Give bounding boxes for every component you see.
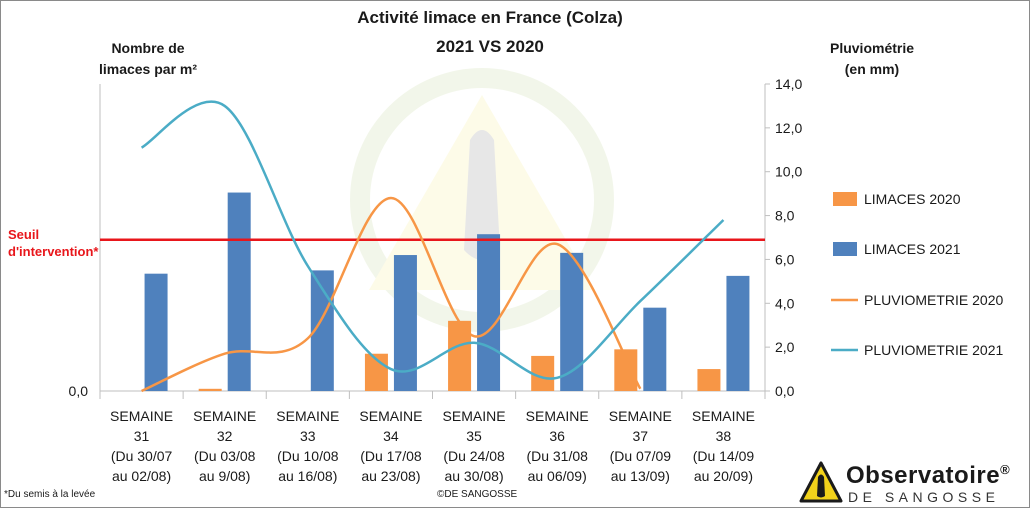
category-label-line: 31 bbox=[134, 428, 150, 444]
category-label-line: SEMAINE bbox=[526, 408, 589, 424]
category-label-line: SEMAINE bbox=[276, 408, 339, 424]
bar-limaces-2020 bbox=[697, 369, 720, 391]
right-tick-label: 4,0 bbox=[775, 295, 795, 311]
category-label: SEMAINE 37 (Du 07/09 au 13/09) bbox=[609, 408, 672, 484]
category-label-line: (Du 07/09 bbox=[610, 448, 672, 464]
right-tick-label: 10,0 bbox=[775, 164, 802, 180]
category-label-line: 36 bbox=[549, 428, 565, 444]
category-label-line: SEMAINE bbox=[443, 408, 506, 424]
bar-limaces-2020 bbox=[199, 389, 222, 391]
category-label-line: au 06/09) bbox=[528, 468, 587, 484]
bar-limaces-2021 bbox=[145, 274, 168, 391]
legend-label: PLUVIOMETRIE 2021 bbox=[864, 342, 1003, 358]
category-label-line: (Du 30/07 bbox=[111, 448, 173, 464]
logo-name-text: Observatoire bbox=[846, 462, 1000, 489]
right-tick-label: 8,0 bbox=[775, 208, 795, 224]
category-label-line: 34 bbox=[383, 428, 399, 444]
right-tick-label: 14,0 bbox=[775, 76, 802, 92]
category-label-line: au 13/09) bbox=[611, 468, 670, 484]
category-label-line: 37 bbox=[633, 428, 649, 444]
category-label: SEMAINE 36 (Du 31/08 au 06/09) bbox=[526, 408, 589, 484]
category-label-line: (Du 10/08 bbox=[277, 448, 339, 464]
category-label-line: SEMAINE bbox=[193, 408, 256, 424]
category-label-line: SEMAINE bbox=[692, 408, 755, 424]
category-label-line: (Du 31/08 bbox=[526, 448, 588, 464]
logo-subtitle: DE SANGOSSE bbox=[848, 489, 999, 505]
category-label: SEMAINE 34 (Du 17/08 au 23/08) bbox=[359, 408, 422, 484]
category-label-line: au 02/08) bbox=[112, 468, 171, 484]
legend-swatch bbox=[833, 192, 857, 206]
category-label-line: au 16/08) bbox=[278, 468, 337, 484]
category-label-line: au 9/08) bbox=[199, 468, 250, 484]
chart-svg: 0,0 2,0 4,0 6,0 8,0 10,0 12,0 14,0 0,0 SEMAINE 31 (… bbox=[0, 0, 1030, 508]
category-label: SEMAINE 32 (Du 03/08 au 9/08) bbox=[193, 408, 256, 484]
category-label-line: au 20/09) bbox=[694, 468, 753, 484]
category-label-line: (Du 24/08 bbox=[443, 448, 505, 464]
right-tick-label: 12,0 bbox=[775, 120, 802, 136]
right-tick-label: 2,0 bbox=[775, 339, 795, 355]
category-label: SEMAINE 38 (Du 14/09 au 20/09) bbox=[692, 408, 755, 484]
observatoire-logo: Observatoire® DE SANGOSSE bbox=[796, 460, 1028, 506]
bar-limaces-2021 bbox=[726, 276, 749, 391]
legend-label: LIMACES 2020 bbox=[864, 191, 961, 207]
bar-limaces-2021 bbox=[477, 234, 500, 391]
bar-limaces-2021 bbox=[228, 193, 251, 391]
logo-registered: ® bbox=[1000, 462, 1010, 477]
category-label-line: (Du 03/08 bbox=[194, 448, 256, 464]
category-label-line: SEMAINE bbox=[609, 408, 672, 424]
logo-name: Observatoire® bbox=[846, 462, 1010, 490]
category-label-line: au 23/08) bbox=[361, 468, 420, 484]
logo-icon bbox=[798, 460, 844, 506]
legend-label: LIMACES 2021 bbox=[864, 241, 961, 257]
legend-swatch bbox=[833, 242, 857, 256]
category-label-line: (Du 17/08 bbox=[360, 448, 422, 464]
category-label-line: SEMAINE bbox=[359, 408, 422, 424]
category-label: SEMAINE 33 (Du 10/08 au 16/08) bbox=[276, 408, 339, 484]
category-label: SEMAINE 35 (Du 24/08 au 30/08) bbox=[443, 408, 506, 484]
right-tick-label: 0,0 bbox=[775, 383, 795, 399]
category-label-line: 33 bbox=[300, 428, 316, 444]
footnote: *Du semis à la levée bbox=[4, 489, 95, 500]
category-label-line: au 30/08) bbox=[444, 468, 503, 484]
left-tick-label: 0,0 bbox=[69, 383, 89, 399]
legend-label: PLUVIOMETRIE 2020 bbox=[864, 292, 1003, 308]
right-tick-label: 6,0 bbox=[775, 251, 795, 267]
category-label-line: SEMAINE bbox=[110, 408, 173, 424]
category-label-line: 32 bbox=[217, 428, 233, 444]
category-label-line: 38 bbox=[716, 428, 732, 444]
category-label-line: 35 bbox=[466, 428, 482, 444]
bar-limaces-2021 bbox=[643, 308, 666, 391]
category-label: SEMAINE 31 (Du 30/07 au 02/08) bbox=[110, 408, 173, 484]
category-label-line: (Du 14/09 bbox=[693, 448, 755, 464]
copyright: ©DE SANGOSSE bbox=[437, 489, 517, 500]
